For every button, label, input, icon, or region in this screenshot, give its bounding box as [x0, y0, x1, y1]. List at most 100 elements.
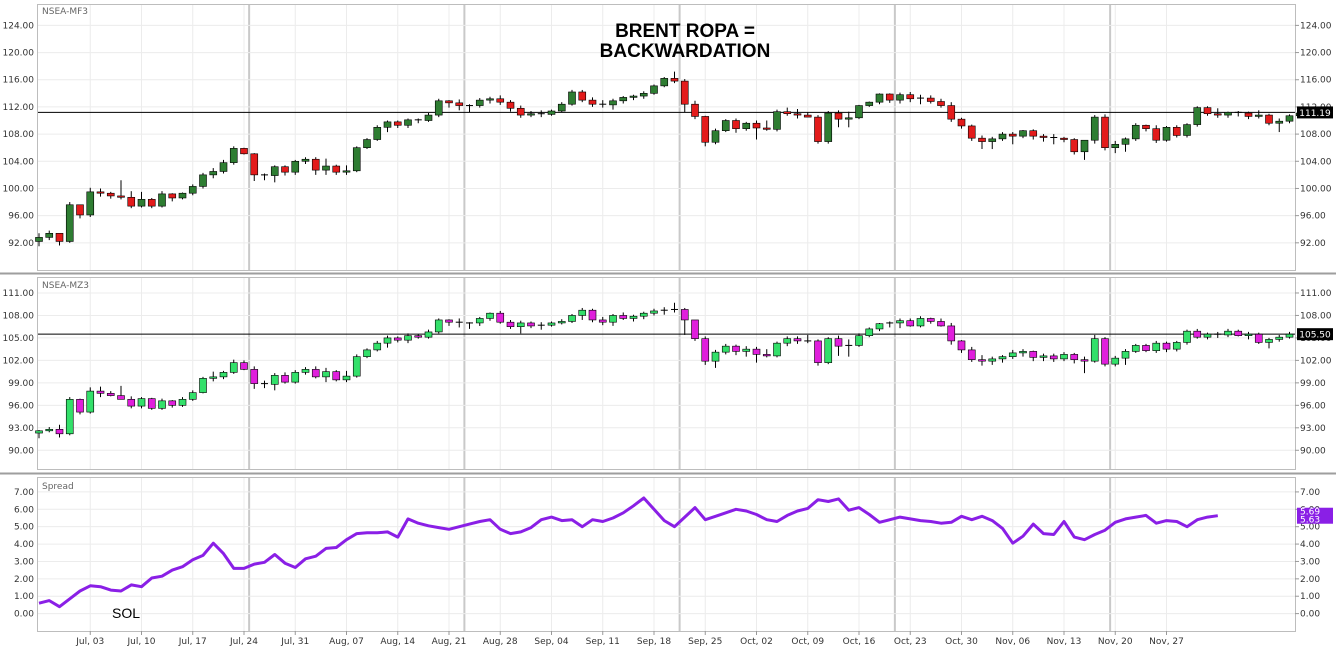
candle	[988, 356, 997, 365]
candle	[76, 398, 84, 415]
y-tick-label-left: 96.00	[8, 401, 34, 411]
y-tick-label-right: 93.00	[1300, 424, 1326, 434]
candle	[1275, 118, 1284, 133]
panel-top-label: NSEA-MF3	[42, 7, 88, 17]
candle	[680, 79, 689, 113]
candle	[168, 400, 177, 408]
candle	[947, 322, 956, 345]
candle	[96, 188, 105, 197]
candle	[1203, 332, 1212, 340]
candle	[393, 336, 402, 343]
svg-text:105.50: 105.50	[1299, 331, 1331, 341]
candle	[1244, 331, 1253, 340]
candle	[270, 373, 279, 391]
candle	[352, 146, 361, 173]
y-tick-label-left: 102.00	[3, 356, 35, 366]
x-axis-ticks: Jul, 03 Jul, 10 Jul, 17 Jul, 24 Jul, 31 Aug, …	[75, 631, 1184, 647]
candle	[1050, 134, 1058, 145]
x-tick-label: Nov, 13	[1047, 637, 1082, 647]
candle	[845, 339, 853, 357]
candle	[619, 96, 628, 104]
candle	[506, 100, 515, 112]
grid-top	[38, 5, 1295, 270]
y-tick-label-right: 96.00	[1300, 401, 1326, 411]
candle	[342, 165, 351, 175]
y-tick-label-left: 100.00	[3, 184, 35, 194]
yticks-top-left: 92.00 96.00 100.00 104.00 108.00 112.00 116.00…	[3, 21, 35, 248]
candle	[721, 343, 730, 355]
candle	[547, 321, 556, 327]
candle	[1265, 113, 1273, 126]
candle	[1193, 106, 1202, 127]
candles-top	[35, 71, 1304, 247]
y-tick-label-left: 99.00	[8, 379, 34, 389]
candle	[886, 321, 894, 328]
y-tick-label-left: 124.00	[3, 21, 35, 31]
candle	[1254, 110, 1263, 119]
candle	[1070, 352, 1079, 364]
candle	[1070, 138, 1079, 155]
candle	[486, 312, 494, 321]
candle	[814, 115, 822, 144]
x-tick-label: Aug, 21	[432, 637, 467, 647]
y-tick-label-left: 5.00	[14, 523, 34, 533]
y-tick-label-right: 96.00	[1300, 212, 1326, 222]
candle	[957, 340, 966, 353]
candle	[609, 98, 617, 110]
panel-middle: NSEA-MZ3 90.00 93.00 96.00 99.00 102.00 105.0…	[3, 277, 1332, 470]
candle	[1142, 343, 1150, 353]
candle	[629, 314, 638, 322]
candle	[937, 318, 945, 327]
candle	[1039, 353, 1048, 362]
candle	[783, 336, 792, 347]
candle	[1275, 334, 1284, 342]
candle	[219, 159, 228, 174]
candle	[1183, 329, 1191, 345]
yticks-bottom-left: 0.00 1.00 2.00 3.00 4.00 5.00 6.00 7.00	[14, 488, 34, 620]
candle	[434, 318, 443, 334]
candle	[998, 132, 1007, 141]
candle	[588, 308, 597, 323]
candle	[691, 100, 699, 120]
candle	[127, 191, 136, 209]
candle	[906, 91, 915, 103]
candle	[1101, 337, 1109, 367]
y-tick-label-right: 90.00	[1300, 446, 1326, 456]
candle	[1142, 124, 1150, 132]
candle	[793, 336, 802, 344]
candle	[762, 120, 771, 131]
panel-bottom: Spread 0.001.002.003.004.005.006.007.00 …	[14, 477, 1320, 632]
candle	[117, 385, 125, 400]
candle	[65, 397, 74, 436]
candle	[568, 89, 576, 106]
candle	[261, 173, 268, 181]
candle	[885, 93, 894, 103]
candle	[1090, 334, 1099, 363]
candle	[1111, 140, 1120, 154]
candle	[363, 138, 371, 150]
y-tick-label-left: 0.00	[14, 610, 34, 620]
panel-top: NSEA-MF3 92.00 96.00 100.00 104.00 108.00 112…	[3, 4, 1332, 271]
candle	[537, 110, 545, 118]
x-tick-label: Jul, 03	[75, 637, 104, 647]
candle	[557, 319, 566, 325]
candle	[311, 366, 320, 379]
candle	[793, 108, 802, 119]
candle	[1008, 349, 1017, 359]
y-tick-label-right: 116.00	[1300, 76, 1332, 86]
yticks-middle-left: 90.00 93.00 96.00 99.00 102.00 105.00 108.00 11…	[3, 289, 35, 456]
candle	[76, 204, 84, 219]
candle	[311, 157, 320, 175]
candle	[834, 335, 843, 356]
candle	[650, 84, 658, 95]
y-tick-label-left: 116.00	[3, 76, 35, 86]
candle	[804, 334, 812, 344]
candle	[117, 180, 125, 200]
candle	[762, 349, 771, 358]
y-tick-label-right: 124.00	[1300, 21, 1332, 31]
candle	[732, 344, 740, 356]
y-tick-label-left: 120.00	[3, 49, 35, 59]
annotation-title-line2: BACKWARDATION	[600, 41, 771, 62]
candle	[1111, 355, 1120, 367]
